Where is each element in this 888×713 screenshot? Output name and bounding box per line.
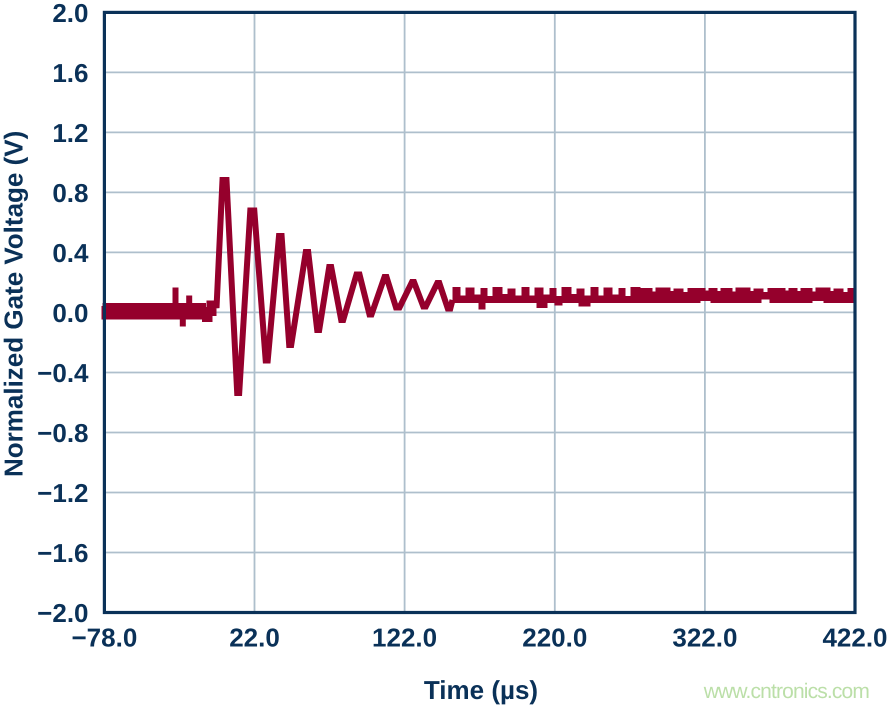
svg-text:−0.8: −0.8	[37, 418, 88, 448]
svg-text:Time (µs): Time (µs)	[424, 675, 538, 705]
svg-text:−2.0: −2.0	[37, 598, 88, 628]
svg-text:−1.2: −1.2	[37, 478, 88, 508]
svg-text:www.cntronics.com: www.cntronics.com	[703, 680, 870, 703]
svg-text:0.8: 0.8	[52, 178, 88, 208]
svg-text:422.0: 422.0	[822, 623, 887, 653]
svg-text:322.0: 322.0	[672, 623, 737, 653]
svg-text:−1.6: −1.6	[37, 538, 88, 568]
svg-text:1.2: 1.2	[52, 118, 88, 148]
svg-text:−0.4: −0.4	[37, 358, 89, 388]
svg-text:220.0: 220.0	[522, 623, 587, 653]
svg-text:22.0: 22.0	[229, 623, 280, 653]
svg-text:−78.0: −78.0	[72, 623, 138, 653]
svg-text:Normalized Gate Voltage (V): Normalized Gate Voltage (V)	[0, 131, 29, 477]
svg-text:1.6: 1.6	[52, 58, 88, 88]
svg-text:122.0: 122.0	[372, 623, 437, 653]
svg-text:2.0: 2.0	[52, 0, 88, 28]
svg-text:0.4: 0.4	[52, 238, 89, 268]
svg-text:0.0: 0.0	[52, 298, 88, 328]
